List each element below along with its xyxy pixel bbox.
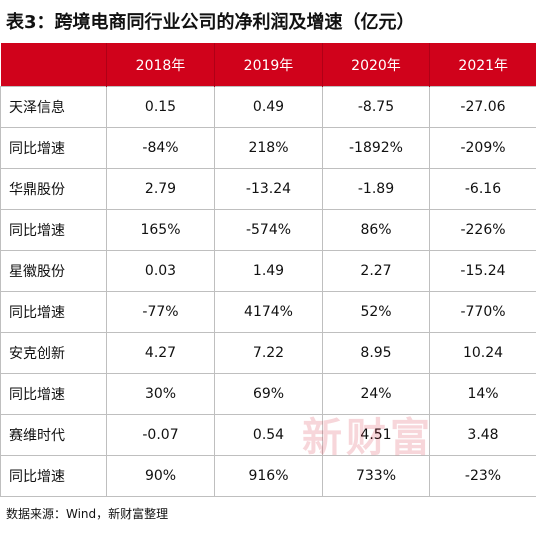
row-label: 同比增速 (0, 209, 107, 251)
table-cell: 1.49 (214, 250, 323, 292)
table-cell: 2.79 (106, 168, 215, 210)
table-row: 赛维时代 -0.07 0.54 4.51 3.48 (0, 414, 536, 456)
header-cell-2020: 2020年 (322, 43, 430, 87)
table-cell: -77% (106, 291, 215, 333)
row-label: 华鼎股份 (0, 168, 107, 210)
table-cell: -13.24 (214, 168, 323, 210)
table-cell: -226% (429, 209, 536, 251)
table-cell: -15.24 (429, 250, 536, 292)
table-cell: -8.75 (322, 86, 430, 128)
table-cell: 0.03 (106, 250, 215, 292)
row-label: 安克创新 (0, 332, 107, 374)
table-cell: 10.24 (429, 332, 536, 374)
data-table-container: 2018年 2019年 2020年 2021年 天泽信息 0.15 0.49 -… (0, 43, 536, 497)
table-row: 同比增速 30% 69% 24% 14% (0, 373, 536, 415)
table-row: 天泽信息 0.15 0.49 -8.75 -27.06 (0, 86, 536, 128)
table-cell: 916% (214, 455, 323, 497)
row-label: 同比增速 (0, 127, 107, 169)
table-cell: 8.95 (322, 332, 430, 374)
table-cell: 69% (214, 373, 323, 415)
header-cell-2021: 2021年 (429, 43, 536, 87)
row-label: 星徽股份 (0, 250, 107, 292)
table-cell: 4.51 (322, 414, 430, 456)
table-cell: 3.48 (429, 414, 536, 456)
table-cell: 86% (322, 209, 430, 251)
table-cell: 2.27 (322, 250, 430, 292)
table-cell: 14% (429, 373, 536, 415)
table-cell: -27.06 (429, 86, 536, 128)
table-title: 表3：跨境电商同行业公司的净利润及增速（亿元） (6, 12, 415, 33)
table-cell: 165% (106, 209, 215, 251)
table-cell: -84% (106, 127, 215, 169)
table-cell: 52% (322, 291, 430, 333)
table-cell: -1.89 (322, 168, 430, 210)
table-cell: -770% (429, 291, 536, 333)
table-cell: 4.27 (106, 332, 215, 374)
table-cell: 0.15 (106, 86, 215, 128)
table-row: 同比增速 165% -574% 86% -226% (0, 209, 536, 251)
table-row: 华鼎股份 2.79 -13.24 -1.89 -6.16 (0, 168, 536, 210)
row-label: 同比增速 (0, 291, 107, 333)
table-cell: -209% (429, 127, 536, 169)
row-label: 同比增速 (0, 455, 107, 497)
header-cell-2018: 2018年 (106, 43, 215, 87)
table-cell: -0.07 (106, 414, 215, 456)
table-cell: -6.16 (429, 168, 536, 210)
table-row: 同比增速 90% 916% 733% -23% (0, 455, 536, 497)
table-cell: 733% (322, 455, 430, 497)
table-cell: -1892% (322, 127, 430, 169)
table-cell: -23% (429, 455, 536, 497)
table-cell: 0.49 (214, 86, 323, 128)
row-label: 赛维时代 (0, 414, 107, 456)
table-cell: 7.22 (214, 332, 323, 374)
table-row: 安克创新 4.27 7.22 8.95 10.24 (0, 332, 536, 374)
header-cell-company (0, 43, 107, 87)
row-label: 同比增速 (0, 373, 107, 415)
table-cell: 30% (106, 373, 215, 415)
table-cell: 90% (106, 455, 215, 497)
net-profit-table: 2018年 2019年 2020年 2021年 天泽信息 0.15 0.49 -… (0, 43, 536, 497)
header-cell-2019: 2019年 (214, 43, 323, 87)
table-cell: -574% (214, 209, 323, 251)
table-cell: 0.54 (214, 414, 323, 456)
table-row: 同比增速 -84% 218% -1892% -209% (0, 127, 536, 169)
table-cell: 218% (214, 127, 323, 169)
table-row: 星徽股份 0.03 1.49 2.27 -15.24 (0, 250, 536, 292)
table-row: 同比增速 -77% 4174% 52% -770% (0, 291, 536, 333)
table-cell: 24% (322, 373, 430, 415)
data-source-note: 数据来源：Wind，新财富整理 (6, 507, 169, 521)
header-row: 2018年 2019年 2020年 2021年 (0, 43, 536, 87)
table-body: 天泽信息 0.15 0.49 -8.75 -27.06 同比增速 -84% 21… (0, 86, 536, 497)
table-cell: 4174% (214, 291, 323, 333)
row-label: 天泽信息 (0, 86, 107, 128)
